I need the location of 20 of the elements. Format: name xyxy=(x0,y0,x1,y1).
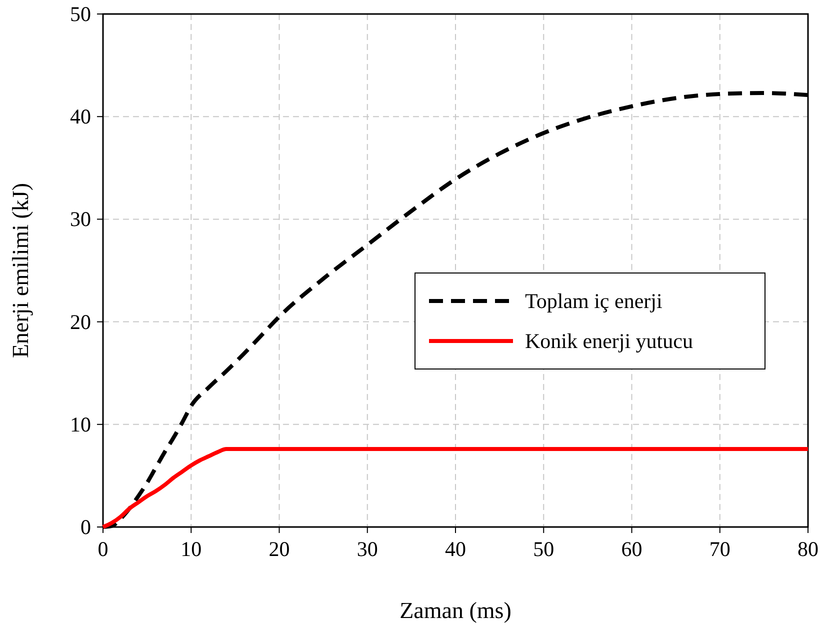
x-tick-label: 30 xyxy=(356,537,378,561)
x-tick-label: 0 xyxy=(98,537,108,561)
y-tick-label: 50 xyxy=(70,2,91,26)
y-tick-label: 30 xyxy=(70,207,91,232)
y-tick-label: 40 xyxy=(70,104,91,129)
x-tick-label: 20 xyxy=(268,537,290,561)
y-axis-title: Enerji emilimi (kJ) xyxy=(8,182,33,358)
legend-label: Konik enerji yutucu xyxy=(525,329,694,353)
y-tick-label: 10 xyxy=(70,412,91,436)
y-tick-label: 0 xyxy=(80,515,91,539)
x-tick-label: 40 xyxy=(445,537,466,561)
legend-label: Toplam iç enerji xyxy=(525,289,662,313)
y-tick-label: 20 xyxy=(70,310,91,334)
x-tick-label: 50 xyxy=(533,537,554,561)
x-tick-label: 70 xyxy=(709,537,730,561)
line-series xyxy=(101,447,810,529)
x-tick-label: 80 xyxy=(798,537,818,561)
x-axis-title: Zaman (ms) xyxy=(400,598,512,623)
x-tick-label: 10 xyxy=(180,537,202,561)
x-tick-label: 60 xyxy=(621,537,642,561)
